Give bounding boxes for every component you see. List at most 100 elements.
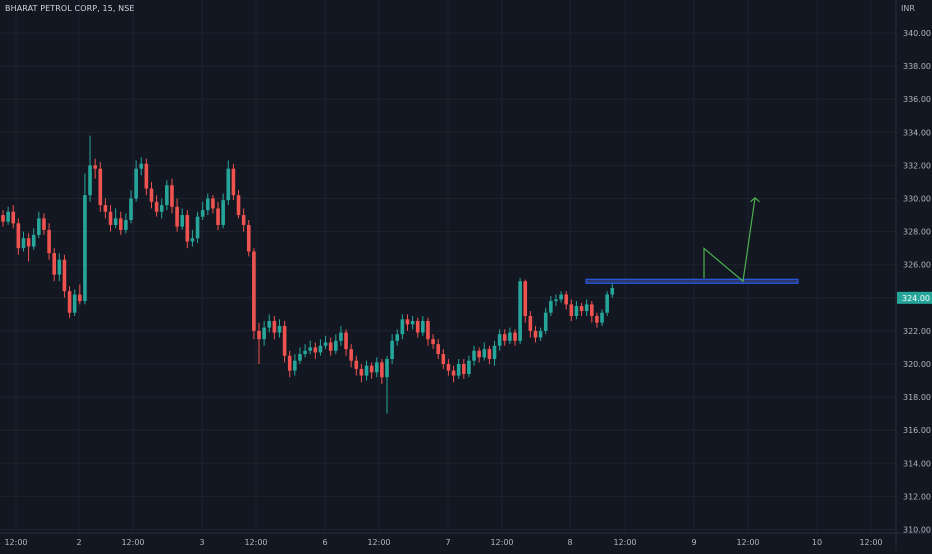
candle[interactable] xyxy=(334,334,338,355)
candle[interactable] xyxy=(272,316,277,340)
candle[interactable] xyxy=(216,201,220,230)
candle[interactable] xyxy=(538,327,543,341)
candle[interactable] xyxy=(231,163,236,201)
candle[interactable] xyxy=(267,314,272,333)
candle[interactable] xyxy=(313,342,318,360)
candle[interactable] xyxy=(88,135,92,202)
candle[interactable] xyxy=(16,218,21,255)
candle[interactable] xyxy=(441,349,446,369)
candle[interactable] xyxy=(584,299,589,317)
candle[interactable] xyxy=(98,162,103,212)
candle[interactable] xyxy=(339,325,343,346)
candle[interactable] xyxy=(37,211,41,239)
candle[interactable] xyxy=(487,345,492,364)
candle[interactable] xyxy=(67,286,72,318)
candle[interactable] xyxy=(282,320,287,363)
candle[interactable] xyxy=(344,329,348,356)
candle[interactable] xyxy=(108,205,113,232)
candle[interactable] xyxy=(139,157,144,176)
candle[interactable] xyxy=(415,317,420,338)
candle[interactable] xyxy=(31,228,36,250)
candle[interactable] xyxy=(118,211,123,235)
candle[interactable] xyxy=(513,329,517,346)
candle[interactable] xyxy=(42,213,46,235)
candles[interactable] xyxy=(1,135,615,414)
candle[interactable] xyxy=(323,335,328,350)
candle[interactable] xyxy=(170,178,174,214)
candle[interactable] xyxy=(590,301,594,323)
candle[interactable] xyxy=(574,301,579,320)
candle[interactable] xyxy=(472,345,476,366)
candle[interactable] xyxy=(569,299,574,321)
candle[interactable] xyxy=(385,355,389,414)
candle[interactable] xyxy=(390,334,394,364)
candle[interactable] xyxy=(83,173,87,305)
candle[interactable] xyxy=(497,329,502,351)
candle[interactable] xyxy=(78,284,82,305)
candle[interactable] xyxy=(462,359,466,379)
candle[interactable] xyxy=(482,342,487,361)
candle[interactable] xyxy=(93,158,97,179)
candle[interactable] xyxy=(579,302,584,317)
candle[interactable] xyxy=(236,190,241,219)
horizontal-level-line[interactable] xyxy=(585,278,799,284)
candle[interactable] xyxy=(502,329,507,346)
candle[interactable] xyxy=(21,231,26,252)
candle[interactable] xyxy=(134,160,138,202)
candle[interactable] xyxy=(349,344,353,368)
candle[interactable] xyxy=(113,208,118,229)
candle[interactable] xyxy=(446,359,451,376)
projection-path[interactable] xyxy=(703,197,756,283)
candle[interactable] xyxy=(298,347,302,364)
candle[interactable] xyxy=(492,340,497,366)
candle[interactable] xyxy=(549,296,553,317)
candle[interactable] xyxy=(467,355,471,378)
candle[interactable] xyxy=(605,291,609,317)
candle[interactable] xyxy=(523,279,528,323)
candle[interactable] xyxy=(303,344,307,358)
candle[interactable] xyxy=(200,201,205,221)
candle[interactable] xyxy=(287,350,292,378)
candle[interactable] xyxy=(421,316,425,336)
candle[interactable] xyxy=(451,365,456,383)
candle[interactable] xyxy=(610,282,615,298)
candle[interactable] xyxy=(129,190,133,224)
candle[interactable] xyxy=(410,316,415,330)
candle[interactable] xyxy=(175,198,179,232)
candle[interactable] xyxy=(241,208,246,232)
candle[interactable] xyxy=(559,291,563,303)
candle[interactable] xyxy=(159,198,164,219)
candle[interactable] xyxy=(211,195,215,214)
candle[interactable] xyxy=(62,254,67,298)
candle[interactable] xyxy=(426,317,430,346)
candle[interactable] xyxy=(149,181,154,209)
candle[interactable] xyxy=(395,329,400,346)
candle[interactable] xyxy=(154,195,159,217)
candle[interactable] xyxy=(436,339,440,360)
candle[interactable] xyxy=(374,357,379,378)
candle[interactable] xyxy=(11,205,16,229)
candle[interactable] xyxy=(190,229,195,247)
candle[interactable] xyxy=(533,325,538,343)
candle[interactable] xyxy=(477,347,481,363)
candle[interactable] xyxy=(277,319,282,338)
candle[interactable] xyxy=(528,311,533,338)
drawings[interactable] xyxy=(585,197,799,284)
candle[interactable] xyxy=(354,355,359,376)
candle[interactable] xyxy=(595,312,599,328)
candle[interactable] xyxy=(600,309,604,326)
candle[interactable] xyxy=(165,180,169,211)
candle[interactable] xyxy=(226,160,231,206)
candle[interactable] xyxy=(543,307,548,335)
candle[interactable] xyxy=(180,208,184,230)
candle[interactable] xyxy=(369,362,374,379)
candle[interactable] xyxy=(124,213,128,234)
candle[interactable] xyxy=(57,253,62,282)
candle[interactable] xyxy=(252,248,256,340)
candle[interactable] xyxy=(185,210,190,249)
candle[interactable] xyxy=(257,322,261,364)
candle[interactable] xyxy=(195,211,200,244)
candle[interactable] xyxy=(72,289,77,317)
